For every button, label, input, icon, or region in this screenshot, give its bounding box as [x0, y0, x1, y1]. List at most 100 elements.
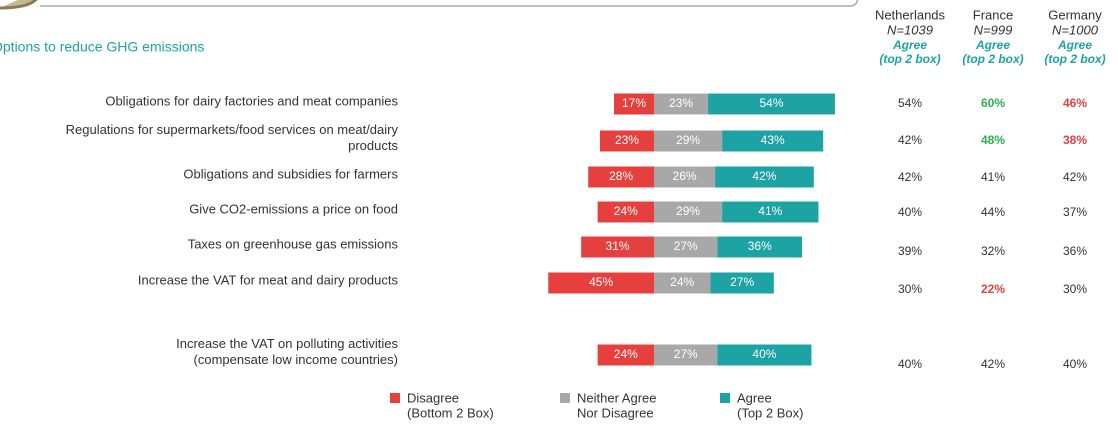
text-line: (top 2 box) — [962, 52, 1023, 66]
bar-segment — [654, 201, 723, 223]
bar-segment — [597, 201, 654, 223]
segment-label: 41% — [758, 204, 782, 218]
bar-segment — [614, 93, 654, 115]
segment-label: 43% — [761, 133, 785, 147]
category-label: Taxes on greenhouse gas emissions — [188, 236, 399, 251]
segment-label: 27% — [674, 347, 698, 361]
category-label: Give CO2-emissions a price on food — [189, 201, 398, 216]
country-name: Netherlands — [875, 7, 946, 22]
segment-label: 42% — [752, 169, 776, 183]
segment-label: 29% — [676, 133, 700, 147]
bar-segment — [710, 272, 774, 294]
bar-segment — [654, 236, 718, 258]
country-value: 22% — [981, 282, 1005, 296]
text-line: Nor Disagree — [577, 406, 654, 421]
text-line: Agree — [975, 38, 1010, 52]
segment-label: 54% — [759, 96, 783, 110]
country-value: 30% — [898, 282, 922, 296]
country-n: N=999 — [974, 22, 1013, 37]
text-line: Agree — [737, 391, 772, 406]
country-n: N=1000 — [1052, 22, 1099, 37]
text-line: (Top 2 Box) — [737, 406, 803, 421]
country-value: 48% — [981, 133, 1005, 147]
bar-segment — [599, 130, 654, 152]
country-value: 36% — [1063, 244, 1087, 258]
country-value: 60% — [981, 96, 1005, 110]
country-value: 40% — [898, 205, 922, 219]
text-line: Regulations for supermarkets/food servic… — [66, 122, 399, 137]
text-line: (Bottom 2 Box) — [407, 406, 494, 421]
text-line: (compensate low income countries) — [194, 352, 398, 367]
text-line: Neither Agree — [577, 391, 657, 406]
segment-label: 23% — [615, 133, 639, 147]
country-value: 41% — [981, 170, 1005, 184]
segment-label: 45% — [589, 275, 613, 289]
country-measure: Agree (top 2 box) — [1044, 38, 1105, 66]
bar-segment — [654, 272, 711, 294]
segment-label: 24% — [614, 204, 638, 218]
segment-label: 23% — [669, 96, 693, 110]
header-rule — [40, 0, 859, 7]
bar-segment — [717, 236, 803, 258]
segment-label: 28% — [609, 169, 633, 183]
country-value: 54% — [898, 96, 922, 110]
country-value: 42% — [981, 357, 1005, 371]
country-value: 30% — [1063, 282, 1087, 296]
country-measure: Agree (top 2 box) — [879, 38, 940, 66]
country-value: 42% — [1063, 170, 1087, 184]
bar-segment — [597, 344, 654, 366]
segment-label: 24% — [614, 347, 638, 361]
bar-segment — [581, 236, 654, 258]
segment-label: 26% — [673, 169, 697, 183]
legend-swatch — [560, 393, 570, 403]
bar-segment — [722, 130, 824, 152]
chart-title: Options to reduce GHG emissions — [0, 39, 204, 55]
segment-label: 40% — [752, 347, 776, 361]
category-label: Increase the VAT on polluting activities… — [176, 336, 398, 367]
country-value: 40% — [1063, 357, 1087, 371]
segment-label: 31% — [606, 239, 630, 253]
segment-label: 24% — [670, 275, 694, 289]
legend-label: Agree (Top 2 Box) — [737, 391, 803, 421]
segment-label: 17% — [622, 96, 646, 110]
bar-segment — [722, 201, 819, 223]
country-name: Germany — [1048, 7, 1102, 22]
bar-segment — [654, 93, 709, 115]
bar-segment — [654, 344, 718, 366]
country-value: 38% — [1063, 133, 1087, 147]
logo — [0, 0, 38, 10]
category-label: Obligations and subsidies for farmers — [183, 166, 398, 181]
text-line: (top 2 box) — [879, 52, 940, 66]
country-name: France — [973, 7, 1013, 22]
legend-label: Disagree (Bottom 2 Box) — [407, 391, 494, 421]
bar-segment — [717, 344, 812, 366]
segment-label: 36% — [748, 239, 772, 253]
text-line: Agree — [892, 38, 927, 52]
category-label: Obligations for dairy factories and meat… — [105, 93, 398, 108]
country-value: 40% — [898, 357, 922, 371]
category-label: Increase the VAT for meat and dairy prod… — [138, 272, 399, 287]
text-line: Increase the VAT on polluting activities — [176, 336, 398, 351]
country-value: 32% — [981, 244, 1005, 258]
text-line: (top 2 box) — [1044, 52, 1105, 66]
text-line: Agree — [1057, 38, 1092, 52]
country-measure: Agree (top 2 box) — [962, 38, 1023, 66]
bar-segment — [654, 130, 723, 152]
segment-label: 29% — [676, 204, 700, 218]
country-value: 37% — [1063, 205, 1087, 219]
bar-segment — [708, 93, 835, 115]
segment-label: 27% — [674, 239, 698, 253]
legend-swatch — [390, 393, 400, 403]
bar-segment — [654, 166, 716, 188]
country-value: 44% — [981, 205, 1005, 219]
country-value: 39% — [898, 244, 922, 258]
country-value: 46% — [1063, 96, 1087, 110]
segment-label: 27% — [730, 275, 754, 289]
country-n: N=1039 — [887, 22, 933, 37]
bar-segment — [715, 166, 814, 188]
text-line: Disagree — [407, 391, 459, 406]
bar-segment — [588, 166, 654, 188]
category-label: Regulations for supermarkets/food servic… — [66, 122, 399, 153]
legend-swatch — [720, 393, 730, 403]
